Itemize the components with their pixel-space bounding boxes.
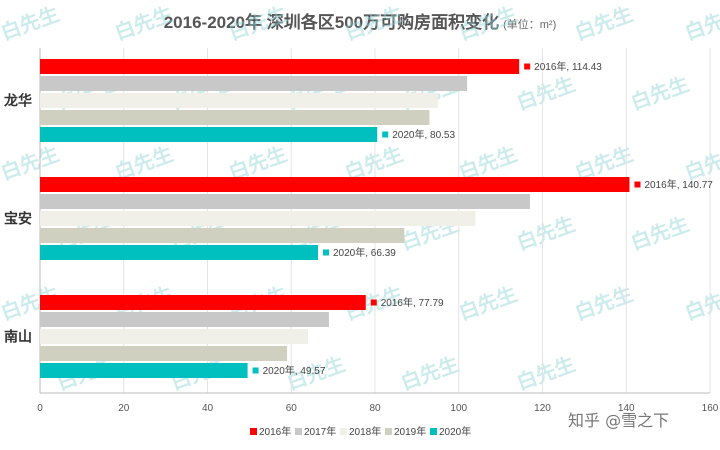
- bar-龙华-2017年: [40, 76, 468, 91]
- legend-label: 2017年: [304, 425, 336, 438]
- watermark-text: 白先生: [628, 72, 693, 115]
- bar-南山-2018年: [40, 329, 308, 344]
- bar-宝安-2017年: [40, 194, 530, 209]
- bar-宝安-2020年: [40, 245, 319, 260]
- chart-title-area: 2016-2020年 深圳各区500万可购房面积变化 (单位：m²): [0, 8, 720, 33]
- legend-label: 2018年: [349, 425, 381, 438]
- watermark-text: 白先生: [572, 2, 637, 45]
- legend: 2016年 2017年 2018年 2019年 2020年: [250, 425, 471, 438]
- x-tick-label: 120: [534, 403, 551, 414]
- bar-宝安-2016年: [40, 177, 630, 192]
- bars-layer: [40, 59, 630, 378]
- watermark-text: 白先生: [456, 282, 521, 325]
- legend-label: 2020年: [439, 425, 471, 438]
- watermark-text: 白先生: [456, 2, 521, 45]
- data-label: 2016年, 77.79: [381, 296, 444, 309]
- watermark-text: 白先生: [0, 2, 62, 45]
- watermark-text: 白先生: [628, 212, 693, 255]
- watermark-text: 白先生: [112, 2, 177, 45]
- data-label-marker: [370, 299, 377, 306]
- bar-龙华-2019年: [40, 110, 430, 125]
- data-label-marker: [382, 131, 389, 138]
- data-label: 2016年, 114.43: [534, 60, 602, 73]
- chart-title: 2016-2020年 深圳各区500万可购房面积变化: [163, 13, 500, 32]
- bar-龙华-2020年: [40, 127, 378, 142]
- x-tick-label: 140: [618, 403, 635, 414]
- legend-swatch: [295, 428, 302, 435]
- x-tick-label: 40: [202, 403, 214, 414]
- data-label-marker: [323, 249, 330, 256]
- x-tick-label: 20: [118, 403, 130, 414]
- watermark-text: 白先生: [682, 282, 720, 325]
- category-label: 龙华: [3, 93, 32, 109]
- bar-南山-2020年: [40, 363, 248, 378]
- watermark-text: 白先生: [398, 352, 463, 395]
- category-label: 南山: [4, 329, 32, 345]
- legend-swatch: [430, 428, 437, 435]
- data-label: 2020年, 80.53: [392, 128, 455, 141]
- bar-宝安-2019年: [40, 228, 405, 243]
- bar-龙华-2016年: [40, 59, 520, 74]
- watermark-text: 白先生: [682, 2, 720, 45]
- bar-南山-2019年: [40, 346, 288, 361]
- watermark-text: 白先生: [514, 212, 579, 255]
- data-label: 2016年, 140.77: [644, 178, 713, 191]
- legend-label: 2016年: [259, 425, 291, 438]
- data-label: 2020年, 66.39: [333, 246, 396, 259]
- x-tick-label: 60: [286, 403, 298, 414]
- platform-watermark: 知乎 @雪之下: [568, 411, 669, 430]
- data-label-marker: [252, 367, 259, 374]
- bar-宝安-2018年: [40, 211, 476, 226]
- data-labels-layer: 2016年, 114.43 2020年, 80.53 2016年, 140.77 20…: [252, 60, 713, 377]
- x-tick-label: 0: [37, 403, 43, 414]
- legend-swatch: [340, 428, 347, 435]
- legend-swatch: [385, 428, 392, 435]
- bar-南山-2017年: [40, 312, 329, 327]
- watermark-text: 白先生: [682, 142, 720, 185]
- x-tick-label: 100: [450, 403, 467, 414]
- watermark-text: 白先生: [514, 352, 579, 395]
- watermark-text: 白先生: [514, 72, 579, 115]
- chart-unit: (单位：m²): [503, 19, 557, 31]
- x-tick-label: 80: [369, 403, 381, 414]
- data-label: 2020年, 49.57: [263, 364, 326, 377]
- legend-swatch: [250, 428, 257, 435]
- data-label-marker: [524, 63, 531, 70]
- watermark-text: 白先生: [342, 2, 407, 45]
- data-label-marker: [634, 181, 641, 188]
- legend-label: 2019年: [394, 425, 426, 438]
- bar-龙华-2018年: [40, 93, 438, 108]
- x-tick-label: 160: [702, 403, 719, 414]
- bar-南山-2016年: [40, 295, 366, 310]
- x-tick-labels: 0 20 40 60 80 100 120 140 160: [37, 403, 719, 414]
- watermark-text: 白先生: [226, 2, 291, 45]
- category-label: 宝安: [4, 211, 32, 227]
